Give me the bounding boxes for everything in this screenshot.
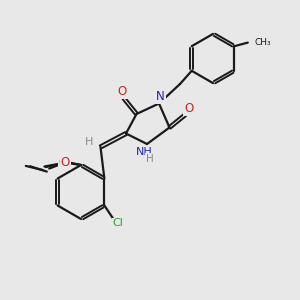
- Text: NH: NH: [136, 147, 153, 158]
- Text: Cl: Cl: [113, 218, 124, 229]
- Text: H: H: [146, 154, 154, 164]
- Text: O: O: [118, 85, 127, 98]
- Text: H: H: [85, 136, 93, 147]
- Text: O: O: [61, 156, 70, 169]
- Text: N: N: [156, 90, 165, 104]
- Text: CH₃: CH₃: [254, 38, 271, 47]
- Text: O: O: [184, 102, 193, 115]
- Text: O: O: [59, 156, 68, 169]
